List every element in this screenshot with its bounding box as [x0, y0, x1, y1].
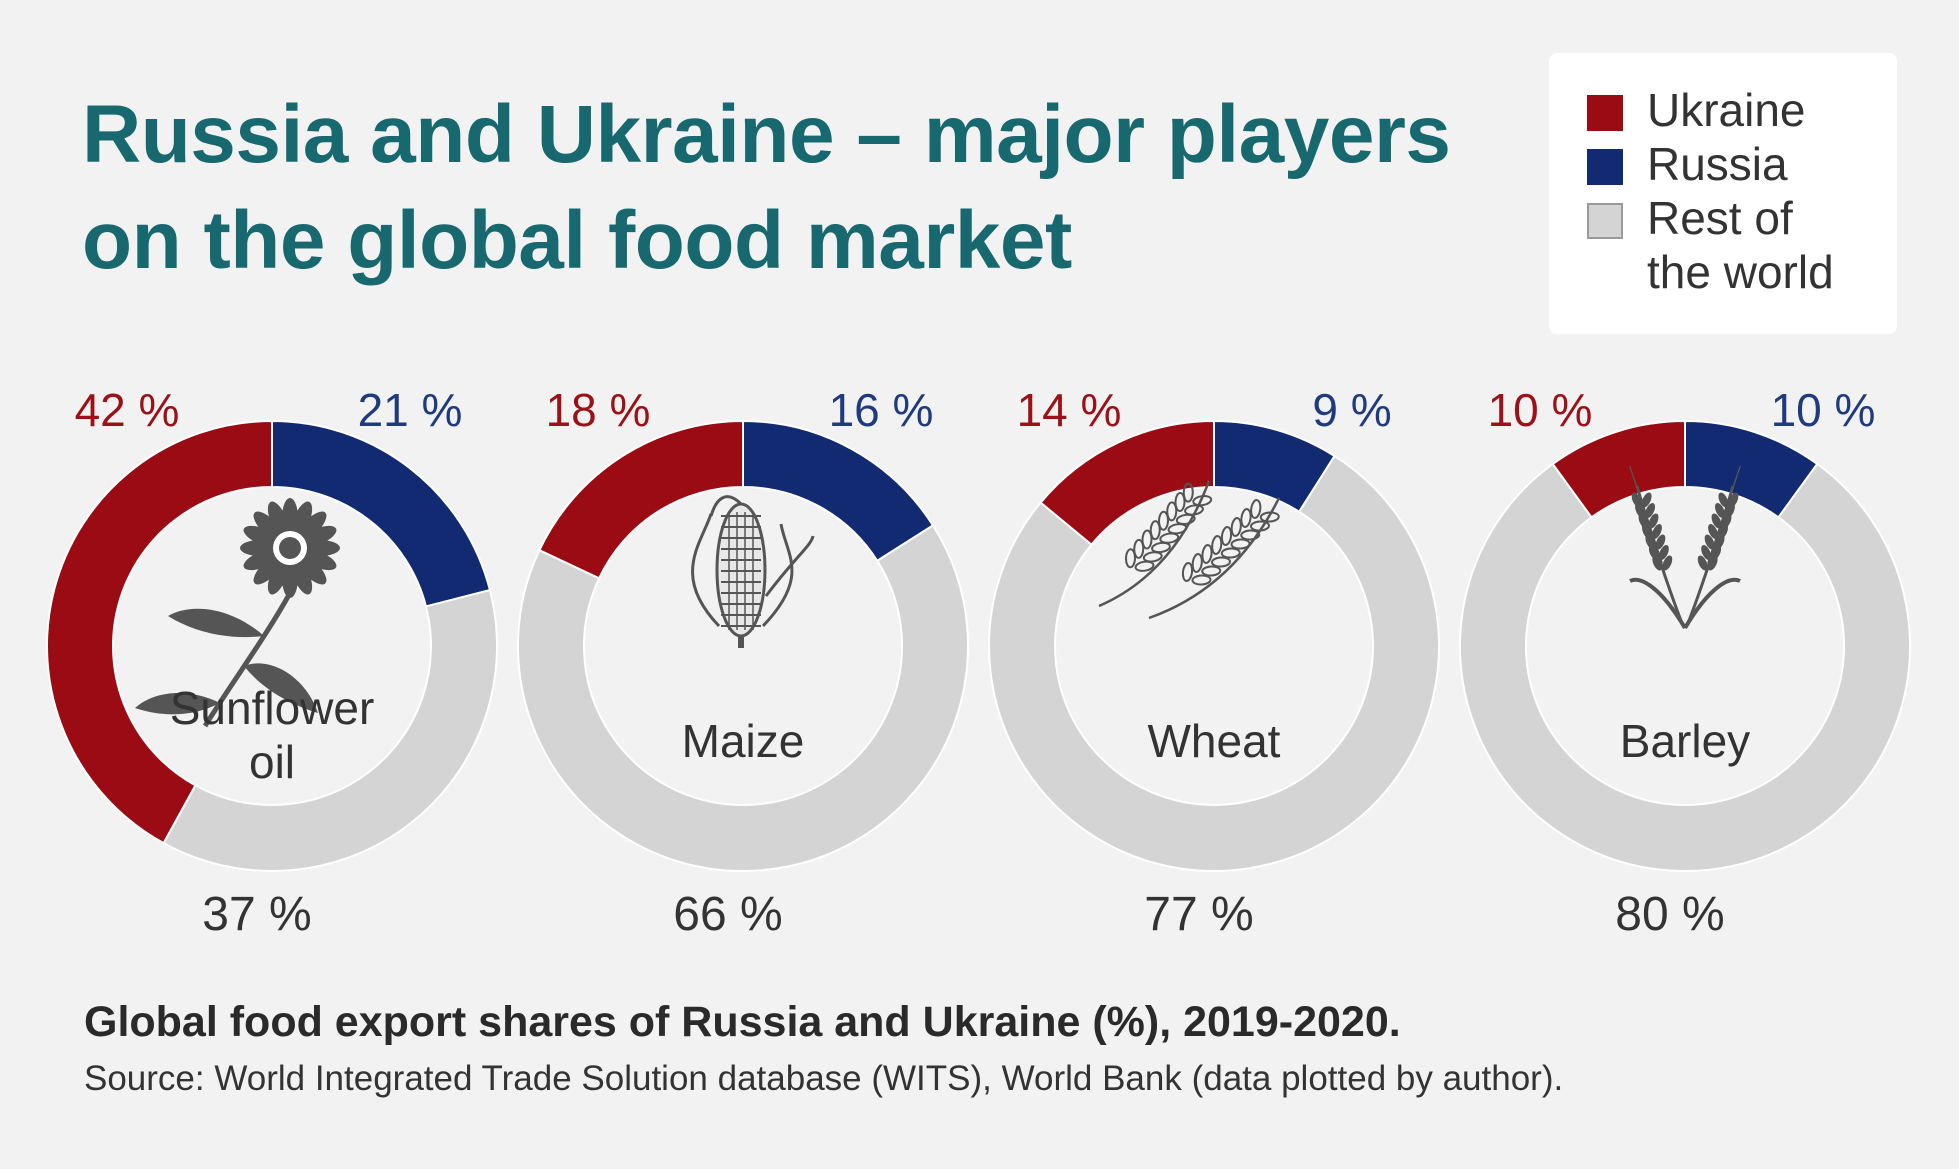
value-label-maize-russia: 16 %: [829, 384, 934, 436]
wheat-icon: [1098, 480, 1281, 620]
donut-label-barley: Barley: [1620, 715, 1750, 767]
chart-subtitle: Global food export shares of Russia and …: [84, 998, 1401, 1046]
value-label-barley-ukraine: 10 %: [1488, 384, 1593, 436]
value-label-barley-rest: 80 %: [1615, 888, 1724, 941]
value-label-wheat-russia: 9 %: [1312, 384, 1391, 436]
legend-label-russia: Russia: [1647, 138, 1788, 190]
slice-wheat-ukraine: [1039, 419, 1215, 547]
legend-item-russia: Russia: [1587, 137, 1867, 191]
slice-barley-ukraine: [1551, 419, 1686, 519]
legend-item-ukraine: Ukraine: [1587, 83, 1867, 137]
slice-wheat-rest: [988, 454, 1440, 872]
slice-maize-russia: [742, 419, 935, 563]
donut-label-maize: Maize: [682, 715, 805, 767]
slice-maize-rest: [517, 524, 969, 872]
donut-wheat: Wheat 14 % 9 % 77 %: [988, 384, 1440, 941]
slice-sunflower-oil-ukraine: [46, 419, 273, 845]
donut-label-sunflower-oil-line-1: Sunflower: [170, 682, 375, 734]
maize-icon: [691, 495, 815, 648]
slice-maize-ukraine: [538, 419, 744, 580]
donut-barley: Barley 10 % 10 % 80 %: [1459, 384, 1911, 941]
legend-swatch-russia: [1587, 149, 1623, 185]
legend-label-ukraine: Ukraine: [1647, 84, 1806, 136]
value-label-sunflower-oil-rest: 37 %: [202, 888, 311, 941]
value-label-maize-rest: 66 %: [673, 888, 782, 941]
legend-item-rest-of-world: Rest of the world: [1587, 191, 1867, 299]
legend-swatch-ukraine: [1587, 95, 1623, 131]
slice-barley-rest: [1459, 462, 1911, 872]
sunflower-icon: [135, 498, 340, 728]
value-label-wheat-ukraine: 14 %: [1017, 384, 1122, 436]
value-label-sunflower-oil-ukraine: 42 %: [75, 384, 180, 436]
legend-swatch-rest-of-world: [1587, 203, 1623, 239]
legend-label-rest-of-world: Rest of the world: [1647, 192, 1834, 298]
legend: Ukraine Russia Rest of the world: [1549, 53, 1897, 334]
barley-icon: [1629, 465, 1741, 630]
value-label-barley-russia: 10 %: [1771, 384, 1876, 436]
donut-label-sunflower-oil-line-2: oil: [249, 736, 295, 788]
value-label-wheat-rest: 77 %: [1144, 888, 1253, 941]
donut-maize: Maize 18 % 16 % 66 %: [517, 384, 969, 941]
slice-sunflower-oil-rest: [162, 588, 498, 872]
chart-title: Russia and Ukraine – major players on th…: [82, 89, 1451, 286]
value-label-maize-ukraine: 18 %: [546, 384, 651, 436]
value-label-sunflower-oil-russia: 21 %: [358, 384, 463, 436]
chart-source: Source: World Integrated Trade Solution …: [84, 1059, 1564, 1098]
donut-label-wheat: Wheat: [1148, 715, 1281, 767]
